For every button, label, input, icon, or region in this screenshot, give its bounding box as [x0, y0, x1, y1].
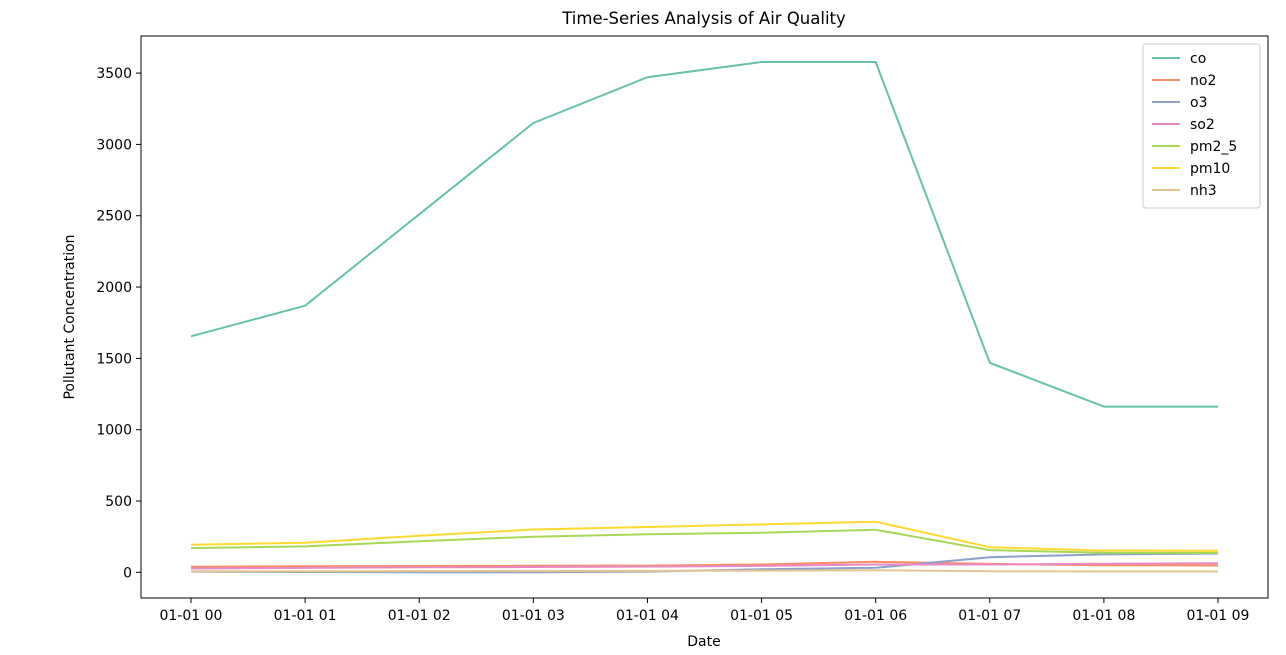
series-line-pm2_5	[190, 528, 1219, 554]
series-line-so2	[190, 562, 1219, 570]
legend-label-pm10: pm10	[1190, 161, 1230, 177]
series-line-pm10	[190, 520, 1219, 552]
series-line-co	[190, 61, 1218, 408]
y-tick-label: 0	[123, 565, 132, 581]
legend-label-pm2_5: pm2_5	[1190, 139, 1237, 155]
y-tick-label: 3000	[96, 137, 132, 153]
y-tick-label: 1000	[96, 423, 132, 439]
x-tick-label: 01-01 09	[1187, 608, 1250, 624]
y-axis-label: Pollutant Concentration	[62, 234, 78, 399]
chart-title: Time-Series Analysis of Air Quality	[561, 9, 846, 28]
x-tick-label: 01-01 00	[160, 608, 223, 624]
legend-label-no2: no2	[1190, 73, 1216, 89]
x-tick-label: 01-01 02	[388, 608, 451, 624]
y-tick-label: 1500	[96, 351, 132, 367]
series-lines	[190, 61, 1219, 574]
x-tick-label: 01-01 04	[616, 608, 679, 624]
series-line-nh3	[191, 569, 1218, 573]
series-line-o3	[190, 552, 1219, 574]
x-tick-label: 01-01 03	[502, 608, 565, 624]
legend-label-so2: so2	[1190, 117, 1215, 133]
x-axis-label: Date	[687, 634, 720, 650]
x-tick-label: 01-01 06	[844, 608, 907, 624]
y-axis: 0 500 1000 1500 2000 2500 3000 3500	[96, 66, 141, 581]
plot-frame	[140, 35, 1269, 599]
legend-label-o3: o3	[1190, 95, 1207, 111]
y-tick-label: 500	[105, 494, 132, 510]
legend: co no2 o3 so2 pm2_5 pm10 nh3	[1142, 43, 1261, 209]
legend-label-co: co	[1190, 51, 1206, 67]
x-tick-label: 01-01 07	[958, 608, 1021, 624]
y-tick-label: 3500	[96, 66, 132, 82]
x-tick-label: 01-01 05	[730, 608, 793, 624]
y-tick-label: 2000	[96, 280, 132, 296]
x-tick-label: 01-01 01	[274, 608, 337, 624]
x-axis: 01-01 00 01-01 01 01-01 02 01-01 03 01-01 04…	[160, 598, 1250, 624]
y-tick-label: 2500	[96, 209, 132, 225]
x-tick-label: 01-01 08	[1072, 608, 1135, 624]
legend-label-nh3: nh3	[1190, 183, 1217, 199]
